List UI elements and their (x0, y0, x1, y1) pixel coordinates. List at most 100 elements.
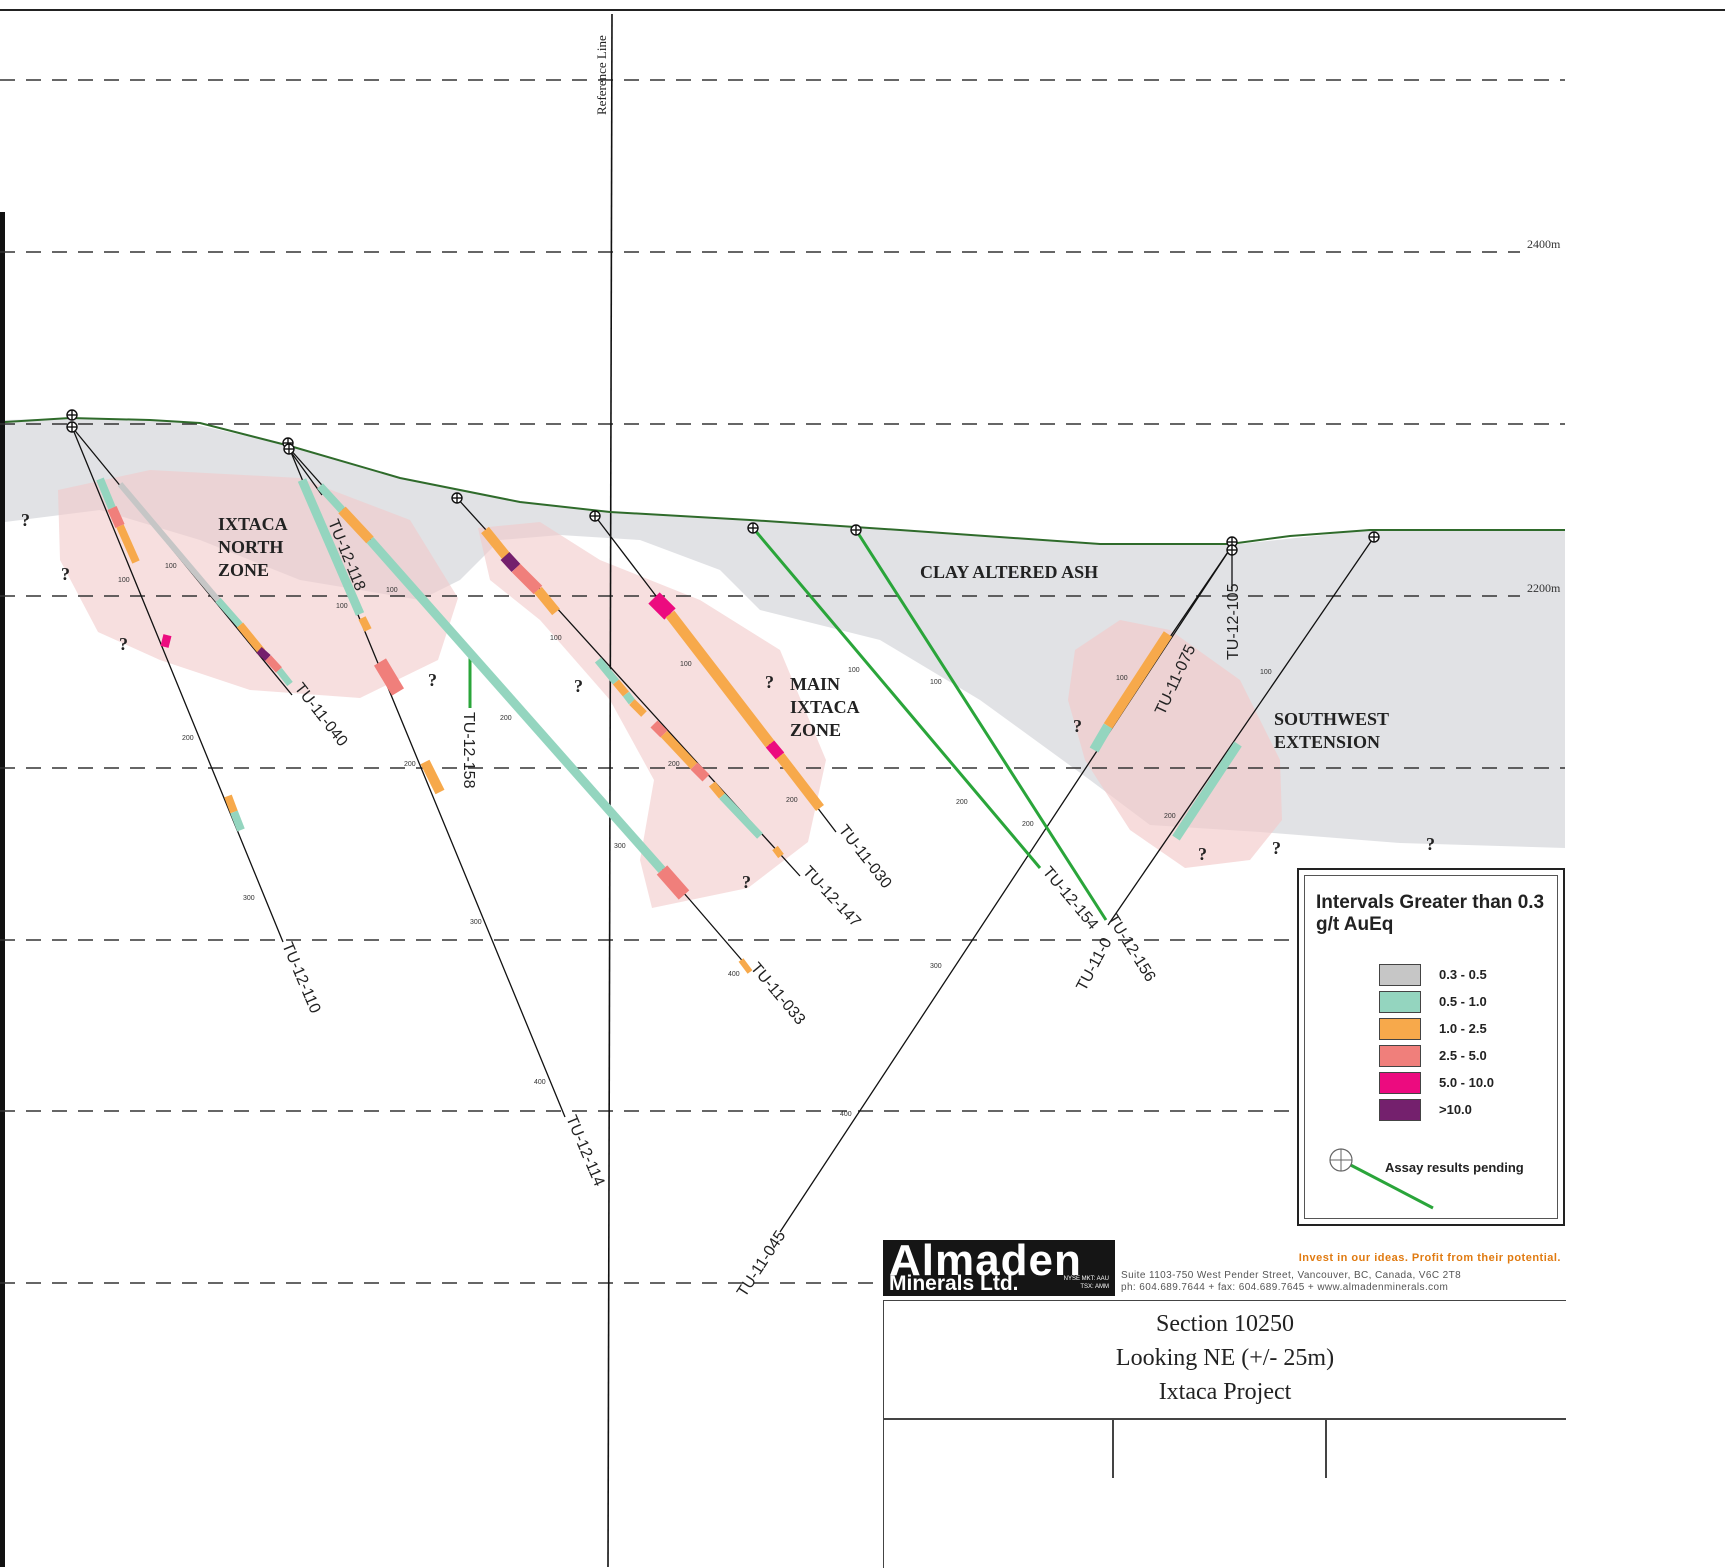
unknown-markers: ? ? ? ? ? ? ? ? ? ? ? (21, 510, 1435, 892)
trace-tu-11-0 (1107, 536, 1375, 926)
legend-label: 1.0 - 2.5 (1439, 1021, 1487, 1036)
legend: Intervals Greater than 0.3 g/t AuEq 0.3 … (1297, 868, 1565, 1226)
depth-tick: 300 (470, 919, 482, 926)
interval-med (358, 616, 372, 632)
collar-marker (747, 522, 759, 534)
interval-med (776, 752, 824, 812)
pending-holes (468, 527, 1108, 921)
collar-marker (283, 443, 295, 455)
interval-mod (317, 483, 345, 513)
zone-labels: IXTACA NORTH ZONE MAIN IXTACA ZONE CLAY … (218, 514, 1389, 752)
title-block: Almaden Minerals Ltd. NYSE MKT: AAU TSX:… (883, 1236, 1566, 1568)
depth-tick: 100 (680, 661, 692, 668)
logo-exchange: NYSE MKT: AAU TSX: AMM (1051, 1275, 1109, 1291)
legend-swatch (1379, 1099, 1421, 1121)
assay-intervals (96, 477, 1242, 974)
zone-label-clay: CLAY ALTERED ASH (920, 562, 1098, 582)
elevation-grid (0, 79, 1565, 1284)
unknown-marker: ? (1272, 838, 1281, 858)
view-direction: Looking NE (+/- 25m) (1115, 1345, 1335, 1371)
trace-tu-11-075 (1169, 545, 1233, 638)
interval-med (1103, 631, 1173, 729)
title-block-frame: Section 10250 Looking NE (+/- 25m) Ixtac… (883, 1300, 1566, 1568)
interval-med (772, 845, 784, 859)
depth-tick: 100 (1116, 675, 1128, 682)
interval-low (117, 482, 221, 602)
interval-mod (1172, 741, 1242, 841)
interval-high (107, 505, 125, 529)
depth-tick: 100 (386, 587, 398, 594)
collar-marker (1368, 531, 1380, 543)
depth-tick: 400 (840, 1111, 852, 1118)
legend-item: 1.0 - 2.5 (1379, 1018, 1559, 1040)
interval-high (650, 720, 668, 738)
legend-inner-border (1304, 875, 1558, 1219)
unknown-marker: ? (742, 872, 751, 892)
interval-high (373, 658, 405, 696)
collar-marker (589, 510, 601, 522)
hole-label-tu-12-110: TU-12-110 (278, 940, 323, 1016)
legend-item: >10.0 (1379, 1099, 1559, 1121)
hole-label-tu-12-158: TU-12-158 (460, 712, 477, 789)
legend-title: Intervals Greater than 0.3 g/t AuEq (1316, 892, 1545, 935)
zone-label-line: IXTACA (218, 514, 288, 534)
legend-label: >10.0 (1439, 1102, 1472, 1117)
zone-label-line: IXTACA (790, 697, 860, 717)
unknown-marker: ? (119, 634, 128, 654)
logo-main-text: Almaden (889, 1236, 1082, 1285)
tagline: Invest in our ideas. Profit from their p… (1298, 1252, 1561, 1264)
section-name: Section 10250 (1156, 1311, 1294, 1337)
trace-tu-11-033-end (689, 899, 747, 966)
collar-pending-icon (1329, 1148, 1434, 1210)
zone-label-line: ZONE (790, 720, 841, 740)
collar-marker (451, 492, 463, 504)
contact-line: ph: 604.689.7644 + fax: 604.689.7645 + w… (1121, 1282, 1449, 1293)
interval-mod (1089, 723, 1113, 753)
interval-mod (594, 657, 620, 685)
unknown-marker: ? (1426, 834, 1435, 854)
depth-tick: 300 (614, 843, 626, 850)
interval-med (481, 526, 510, 560)
depth-tick: 200 (1164, 813, 1176, 820)
depth-tick-labels: 100 200 300 100 100 200 300 400 100 200 … (118, 563, 1272, 1118)
interval-very-high (765, 740, 785, 760)
reference-line-label: Reference Line (594, 35, 609, 115)
trace-tu-12-110 (71, 426, 284, 943)
title-block-cell-divider (1325, 1418, 1327, 1478)
depth-tick: 200 (956, 799, 968, 806)
unknown-marker: ? (765, 672, 774, 692)
interval-med (738, 958, 753, 974)
southwest-extension-area (1068, 620, 1282, 868)
collar-marker (850, 524, 862, 536)
depth-tick: 200 (500, 715, 512, 722)
zone-label-line: ZONE (218, 560, 269, 580)
depth-tick: 100 (550, 635, 562, 642)
legend-swatch (1379, 1018, 1421, 1040)
depth-tick: 400 (534, 1079, 546, 1086)
interval-high (265, 655, 282, 673)
hole-label-tu-11-045: TU-11-045 (734, 1228, 789, 1300)
collar-markers (66, 409, 1380, 556)
unknown-marker: ? (21, 510, 30, 530)
depth-tick: 200 (1022, 821, 1034, 828)
interval-mod (276, 667, 293, 687)
interval-high (511, 563, 543, 595)
zone-label-line: NORTH (218, 537, 283, 557)
hole-label-tu-11-030: TU-11-030 (835, 822, 895, 892)
reference-line (607, 13, 613, 1567)
interval-mod (96, 477, 116, 510)
logo-exchange-line: NYSE MKT: AAU (1063, 1276, 1109, 1282)
interval-mod (366, 537, 666, 873)
depth-tick: 200 (404, 761, 416, 768)
depth-tick: 400 (728, 971, 740, 978)
depth-tick: 200 (786, 797, 798, 804)
legend-label: 0.3 - 0.5 (1439, 967, 1487, 982)
project-name: Ixtaca Project (1158, 1379, 1292, 1405)
hole-label-tu-12-147: TU-12-147 (799, 863, 864, 931)
title-block-divider (884, 1418, 1566, 1420)
interval-med (236, 622, 266, 655)
unknown-marker: ? (1198, 844, 1207, 864)
collar-marker (66, 409, 78, 421)
zone-label-line: MAIN (790, 674, 840, 694)
